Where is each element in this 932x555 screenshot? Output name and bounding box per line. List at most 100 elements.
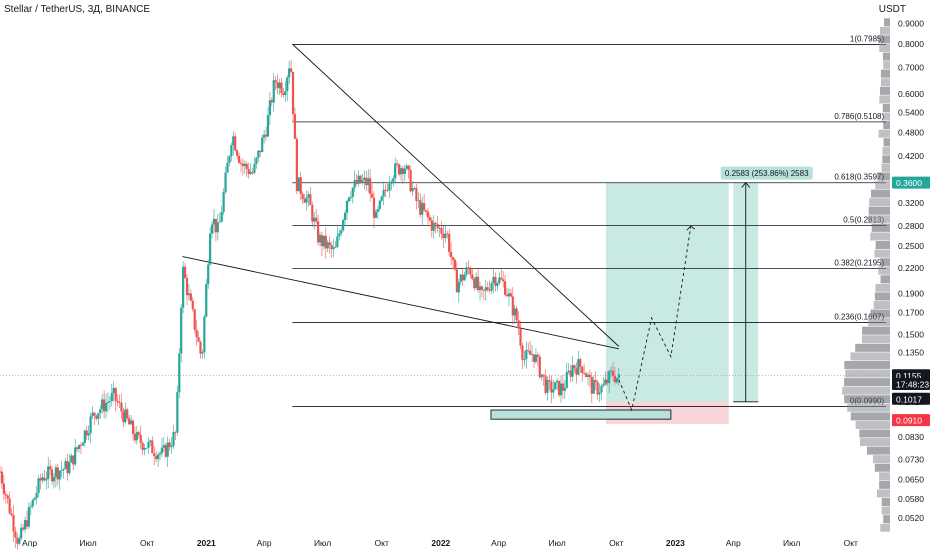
x-axis-tick: Окт [140, 538, 154, 548]
candle-body [411, 188, 414, 192]
candle-body [457, 281, 460, 293]
candle-body [424, 210, 428, 212]
candle-body [588, 374, 592, 377]
candle-body [367, 178, 370, 186]
price-badge [892, 392, 930, 405]
candle-body [378, 200, 381, 210]
candle-body [222, 192, 225, 213]
candle-body [617, 374, 620, 379]
candle-body [610, 370, 613, 372]
volume-profile-bar [872, 455, 890, 464]
volume-profile-bar [855, 420, 890, 429]
candle-body [434, 222, 437, 225]
candle-body [450, 252, 453, 258]
candle-body [517, 320, 520, 329]
candle-body [313, 217, 316, 222]
candle-body [20, 527, 23, 539]
volume-profile-bar [877, 172, 890, 181]
candle-body [191, 300, 194, 310]
candle-body [137, 432, 140, 435]
volume-profile-bar [874, 249, 890, 258]
candle-body [149, 440, 152, 442]
volume-profile-bar [844, 378, 890, 387]
candle-body [31, 499, 34, 507]
candle-body [210, 224, 214, 234]
candle-body [484, 287, 487, 291]
x-axis-tick: Окт [609, 538, 623, 548]
candle-body [353, 180, 356, 188]
fib-level-label: 0.786(0.5108) [834, 112, 884, 121]
candle-body [12, 514, 15, 532]
candle-body [263, 134, 266, 138]
x-axis-tick: Апр [22, 538, 37, 548]
candle-body [101, 399, 104, 410]
candle-body [72, 455, 75, 465]
volume-profile-bar [882, 103, 890, 112]
candle-body [116, 400, 119, 403]
candle-body [297, 177, 300, 192]
candle-body [22, 527, 25, 530]
candle-body [316, 221, 320, 243]
candle-body [108, 401, 111, 403]
candle-body [397, 164, 401, 175]
candle-body [428, 217, 431, 221]
candle-body [432, 222, 435, 231]
candle-body [183, 266, 187, 279]
candle-body [29, 506, 32, 508]
candle-body [380, 196, 383, 201]
candle-body [282, 93, 285, 95]
candle-body [226, 162, 229, 173]
candle-body [37, 478, 40, 494]
candle-body [455, 269, 458, 293]
candle-body [421, 203, 424, 215]
candle-body [182, 266, 185, 308]
candle-body [189, 293, 192, 301]
candle-body [475, 276, 478, 289]
volume-profile-bar [844, 395, 890, 404]
candle-body [207, 264, 210, 284]
candle-body [423, 203, 426, 211]
y-axis-tick: 0.5400 [898, 107, 924, 117]
candle-body [376, 209, 379, 212]
candle-body [465, 267, 468, 275]
candle-body [583, 373, 586, 374]
candle-body [103, 399, 106, 412]
candle-body [212, 218, 216, 225]
candle-body [590, 376, 593, 394]
candle-body [390, 181, 393, 184]
volume-profile-bar [878, 129, 890, 138]
volume-profile-bar [879, 43, 890, 52]
candle-body [575, 368, 578, 375]
candle-body [288, 68, 291, 78]
candle-body [268, 100, 271, 116]
candle-body [446, 233, 449, 235]
candle-body [99, 409, 102, 414]
x-axis-tick: Июл [79, 538, 96, 548]
candle-body [45, 479, 48, 481]
candle-body [220, 212, 223, 222]
candle-body [174, 432, 177, 433]
candle-body [340, 230, 343, 234]
candle-body [320, 235, 324, 247]
candle-body [579, 359, 582, 367]
y-axis-tick: 0.7000 [898, 62, 924, 72]
candle-body [370, 193, 374, 198]
trendline [292, 43, 620, 347]
candle-body [482, 289, 485, 291]
candle-body [218, 221, 221, 223]
candle-body [307, 194, 310, 198]
candle-body [95, 415, 98, 419]
candle-body [141, 442, 144, 450]
candle-body [209, 233, 212, 265]
candle-body [430, 220, 433, 231]
candle-body [257, 150, 260, 158]
candle-body [234, 136, 237, 151]
candle-body [322, 235, 325, 247]
trendline [182, 256, 619, 350]
volume-profile-bar [882, 155, 890, 164]
candle-body [471, 274, 474, 279]
candle-body [43, 477, 46, 481]
candle-body [295, 138, 298, 192]
